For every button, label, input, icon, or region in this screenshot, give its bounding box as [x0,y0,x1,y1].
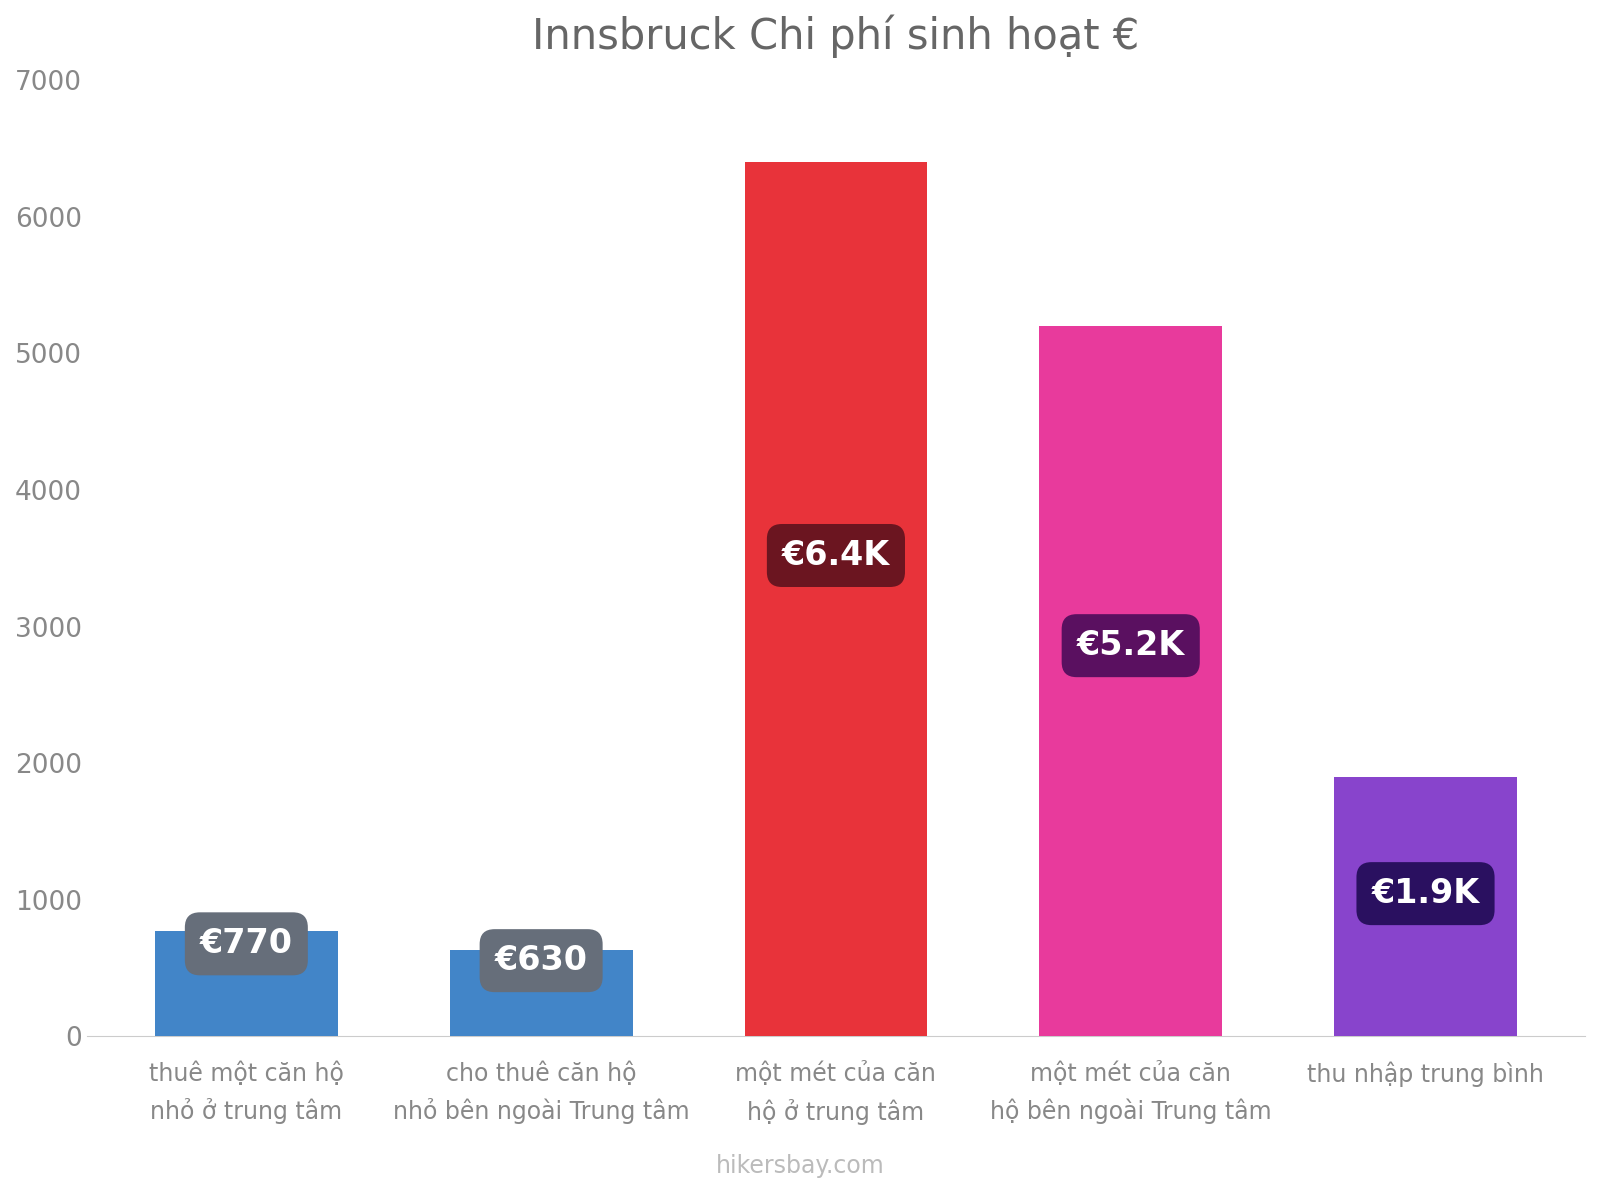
Text: €5.2K: €5.2K [1077,629,1184,662]
Bar [1334,776,1517,1037]
Text: €770: €770 [200,928,293,960]
Bar [744,162,928,1037]
Text: €6.4K: €6.4K [782,539,890,572]
Text: €630: €630 [494,944,587,977]
Text: hikersbay.com: hikersbay.com [715,1154,885,1178]
Bar [155,931,338,1037]
Text: €1.9K: €1.9K [1371,877,1480,910]
Title: Innsbruck Chi phí sinh hoạt €: Innsbruck Chi phí sinh hoạt € [533,14,1139,59]
Bar [450,950,632,1037]
Bar [1040,326,1222,1037]
